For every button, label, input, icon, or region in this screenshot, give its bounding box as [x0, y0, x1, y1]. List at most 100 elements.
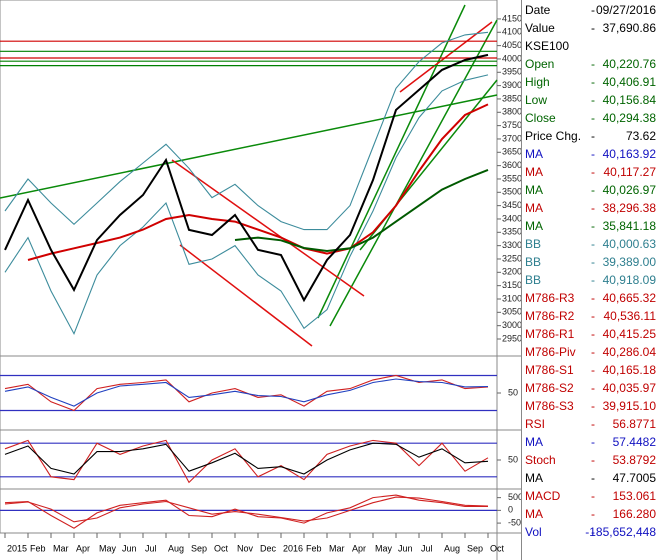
info-label: Vol	[525, 525, 542, 539]
info-row: MA - 47.7005	[525, 469, 656, 487]
series-line	[4, 53, 489, 303]
info-sep: -	[591, 453, 595, 467]
info-sep: -	[591, 129, 595, 143]
y-tick-label: 50	[508, 454, 518, 464]
info-label: BB	[525, 273, 542, 287]
info-sep: -	[591, 165, 595, 179]
info-value: 38,296.38	[602, 201, 656, 215]
info-value: 40,000.63	[602, 237, 656, 251]
chart: 2015 Feb Mar Apr May Jun Jul Aug Sep Oct Nov Dec 201…	[0, 0, 521, 560]
info-value: 166.280	[612, 507, 656, 521]
info-label: MA	[525, 183, 543, 197]
info-value: 40,536.11	[603, 309, 657, 323]
x-tick-label: Sep	[191, 543, 207, 553]
info-label: Date	[525, 3, 551, 17]
info-row: M786-S1 -40,165.18	[525, 361, 656, 379]
info-value: 73.62	[625, 129, 656, 143]
plot-frame	[0, 0, 498, 534]
info-row: M786-S2 -40,035.97	[525, 379, 656, 397]
info-label: KSE100	[525, 39, 570, 53]
y-tick-label: 36500	[502, 147, 521, 157]
info-sep: -	[591, 345, 595, 359]
series-line	[27, 103, 489, 261]
info-label: Price Chg.	[525, 129, 582, 143]
info-label: M786-Piv	[525, 345, 576, 359]
info-label: Low	[525, 93, 548, 107]
info-sep: -	[591, 507, 595, 521]
info-panel: Date -09/27/2016 Value -37,690.86 KSE100 Open…	[521, 0, 658, 560]
info-value: 40,035.97	[602, 381, 656, 395]
info-label: MA	[525, 219, 543, 233]
info-sep: -	[591, 327, 595, 341]
info-label: M786-R3	[525, 291, 575, 305]
x-tick-label: Aug	[168, 543, 184, 553]
x-tick-label: May	[99, 543, 117, 553]
info-sep: -	[591, 3, 595, 17]
info-row: MA - 57.4482	[525, 433, 656, 451]
x-tick-label: Jul	[421, 543, 433, 553]
y-tick-label: 36000	[502, 160, 521, 170]
y-tick-label: 34500	[502, 200, 521, 210]
y-tick-label: 41000	[502, 27, 521, 37]
y-tick-label: 30000	[502, 320, 521, 330]
info-value: 40,117.27	[603, 165, 657, 179]
y-tick-label: -500	[508, 517, 521, 527]
info-row: M786-Piv -40,286.04	[525, 343, 656, 361]
trendline	[317, 4, 466, 319]
x-tick-label: Mar	[53, 543, 69, 553]
x-tick-label: 2016	[283, 543, 303, 553]
series-line	[4, 496, 489, 523]
info-value: 56.8771	[612, 417, 656, 431]
y-tick-label: 41500	[502, 13, 521, 23]
info-value: 40,918.09	[602, 273, 656, 287]
info-label: MA	[525, 201, 543, 215]
trendline	[171, 159, 365, 297]
info-sep: -	[591, 111, 595, 125]
info-row: MACD - 153.061	[525, 487, 656, 505]
info-row: RSI - 56.8771	[525, 415, 656, 433]
info-value: 40,163.92	[602, 147, 656, 161]
info-value: 40,165.18	[602, 363, 656, 377]
info-value: 40,026.97	[602, 183, 656, 197]
y-tick-label: 29500	[502, 333, 521, 343]
info-sep: -	[591, 57, 595, 71]
info-row: High -40,406.91	[525, 73, 656, 91]
info-sep: -	[591, 363, 595, 377]
trendline	[329, 19, 498, 327]
info-label: M786-R2	[525, 309, 575, 323]
x-tick-label: Aug	[444, 543, 460, 553]
info-row: Vol - -185,652,448	[525, 523, 656, 541]
info-value: 40,294.38	[602, 111, 656, 125]
y-tick-label: 37500	[502, 120, 521, 130]
info-label: M786-S3	[525, 399, 574, 413]
series-line	[4, 442, 489, 475]
info-value: 40,156.84	[602, 93, 656, 107]
info-value: 57.4482	[612, 435, 656, 449]
info-label: Stoch	[525, 453, 556, 467]
info-sep: -	[591, 255, 595, 269]
info-value: 37,690.86	[602, 21, 656, 35]
x-tick-label: Jun	[122, 543, 137, 553]
info-value: -185,652,448	[585, 525, 656, 539]
info-row: Price Chg. - 73.62	[525, 127, 656, 145]
info-value: 40,415.25	[602, 327, 656, 341]
info-row: Date -09/27/2016	[525, 1, 656, 19]
series-line	[4, 378, 489, 407]
y-tick-label: 40500	[502, 40, 521, 50]
info-label: MA	[525, 165, 543, 179]
info-sep: -	[591, 435, 595, 449]
y-tick-label: 32500	[502, 253, 521, 263]
info-sep: -	[591, 75, 595, 89]
x-tick-label: May	[375, 543, 393, 553]
info-sep: -	[591, 525, 595, 539]
x-tick-label: Oct	[214, 543, 229, 553]
x-tick-label: Apr	[76, 543, 90, 553]
info-row: Stoch - 53.8792	[525, 451, 656, 469]
info-label: Value	[525, 21, 555, 35]
info-sep: -	[591, 93, 595, 107]
x-tick-label: Oct	[490, 543, 505, 553]
info-value: 39,915.10	[602, 399, 656, 413]
info-sep: -	[591, 201, 595, 215]
info-value: 153.061	[612, 489, 656, 503]
